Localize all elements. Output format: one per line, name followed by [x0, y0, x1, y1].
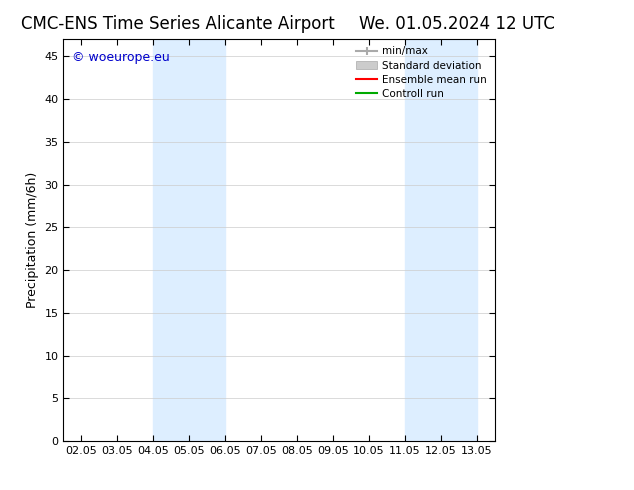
Text: CMC-ENS Time Series Alicante Airport: CMC-ENS Time Series Alicante Airport — [21, 15, 334, 33]
Bar — [404, 39, 477, 441]
Y-axis label: Precipitation (mm/6h): Precipitation (mm/6h) — [26, 172, 39, 308]
Legend: min/max, Standard deviation, Ensemble mean run, Controll run: min/max, Standard deviation, Ensemble me… — [353, 42, 491, 103]
Text: © woeurope.eu: © woeurope.eu — [72, 51, 170, 64]
Bar — [153, 39, 225, 441]
Text: We. 01.05.2024 12 UTC: We. 01.05.2024 12 UTC — [359, 15, 554, 33]
